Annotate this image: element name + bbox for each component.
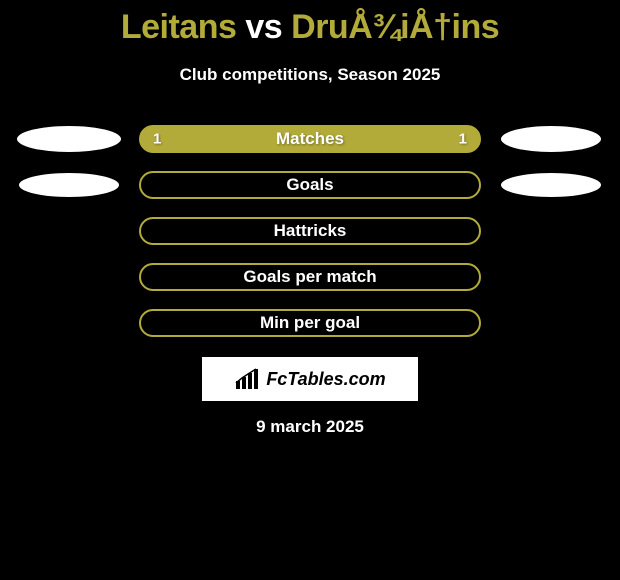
left-slot [11, 173, 127, 197]
stat-bar: Hattricks [139, 217, 481, 245]
title-vs: vs [245, 8, 282, 46]
stat-value-right: 1 [459, 131, 467, 148]
stat-label: Matches [276, 129, 344, 149]
brand-text: FcTables.com [266, 369, 385, 390]
stat-row: Hattricks [0, 217, 620, 245]
stat-value-left: 1 [153, 131, 161, 148]
avatar-ellipse-right [501, 126, 601, 152]
brand-box[interactable]: FcTables.com [202, 357, 418, 401]
stat-row: Goals [0, 171, 620, 199]
stat-bar: Min per goal [139, 309, 481, 337]
page-title: Leitans vs DruÅ¾iÅ†ins [0, 0, 620, 47]
avatar-ellipse-left [19, 173, 119, 197]
avatar-ellipse-left [17, 126, 121, 152]
right-slot [493, 126, 609, 152]
stat-label: Min per goal [260, 313, 360, 333]
comparison-rows: 1 Matches 1 Goals Hattricks Goals per match Mi… [0, 125, 620, 337]
title-right: DruÅ¾iÅ†ins [291, 8, 499, 46]
stat-bar: Goals per match [139, 263, 481, 291]
right-slot [493, 173, 609, 197]
stat-row: Min per goal [0, 309, 620, 337]
stat-row: 1 Matches 1 [0, 125, 620, 153]
date-line: 9 march 2025 [0, 417, 620, 437]
stat-label: Goals [286, 175, 333, 195]
subtitle: Club competitions, Season 2025 [0, 65, 620, 85]
stat-label: Hattricks [274, 221, 347, 241]
chart-icon [234, 367, 262, 391]
stat-row: Goals per match [0, 263, 620, 291]
title-left: Leitans [121, 8, 237, 46]
avatar-ellipse-right [501, 173, 601, 197]
stat-label: Goals per match [243, 267, 376, 287]
stat-bar: 1 Matches 1 [139, 125, 481, 153]
left-slot [11, 126, 127, 152]
stat-bar: Goals [139, 171, 481, 199]
